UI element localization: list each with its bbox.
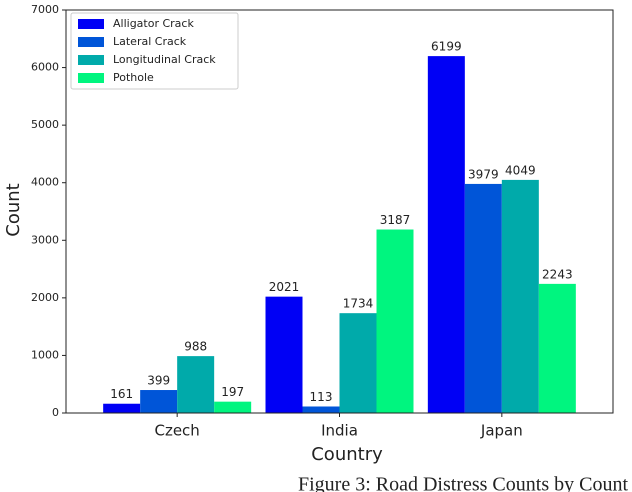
value-label: 161	[110, 387, 133, 401]
y-tick-label: 7000	[31, 3, 59, 16]
legend-box	[70, 12, 239, 90]
value-label: 197	[221, 385, 244, 399]
x-tick-label: India	[321, 422, 358, 440]
bar	[339, 313, 377, 413]
bar	[103, 403, 141, 413]
y-axis-label: Count	[3, 183, 24, 236]
bar	[501, 179, 539, 413]
legend-label: Alligator Crack	[113, 17, 194, 30]
y-tick-label: 5000	[31, 118, 59, 131]
bar	[140, 390, 178, 413]
legend-label: Longitudinal Crack	[113, 53, 216, 66]
value-label: 4049	[505, 163, 536, 177]
value-label: 2243	[542, 267, 573, 281]
value-label: 1734	[343, 297, 374, 311]
legend-label: Lateral Crack	[113, 35, 187, 48]
bar	[214, 401, 252, 413]
bar	[538, 283, 576, 413]
y-tick-label: 4000	[31, 176, 59, 189]
bar	[376, 229, 414, 413]
value-label: 988	[184, 340, 207, 354]
x-tick-label: Japan	[480, 422, 523, 440]
legend-swatch	[78, 37, 104, 47]
bar	[302, 406, 340, 413]
legend-swatch	[78, 19, 104, 29]
value-label: 113	[310, 390, 333, 404]
legend-label: Pothole	[113, 71, 154, 84]
x-tick-label: Czech	[154, 422, 199, 440]
y-tick-label: 6000	[31, 61, 59, 74]
value-label: 3979	[468, 167, 499, 181]
bar	[177, 356, 215, 413]
bar	[427, 56, 465, 413]
caption: Figure 3: Road Distress Counts by Count	[298, 474, 628, 492]
value-label: 3187	[380, 213, 411, 227]
bar	[464, 183, 502, 413]
value-label: 399	[147, 374, 170, 388]
x-axis-label: Country	[311, 444, 383, 465]
value-label: 2021	[269, 280, 300, 294]
y-tick-label: 0	[52, 406, 59, 419]
y-tick-label: 1000	[31, 348, 59, 361]
y-tick-label: 2000	[31, 291, 59, 304]
legend-swatch	[78, 73, 104, 83]
y-tick-label: 3000	[31, 233, 59, 246]
bar	[265, 296, 303, 413]
value-label: 6199	[431, 40, 462, 54]
legend-swatch	[78, 55, 104, 65]
plot-frame	[65, 9, 614, 414]
